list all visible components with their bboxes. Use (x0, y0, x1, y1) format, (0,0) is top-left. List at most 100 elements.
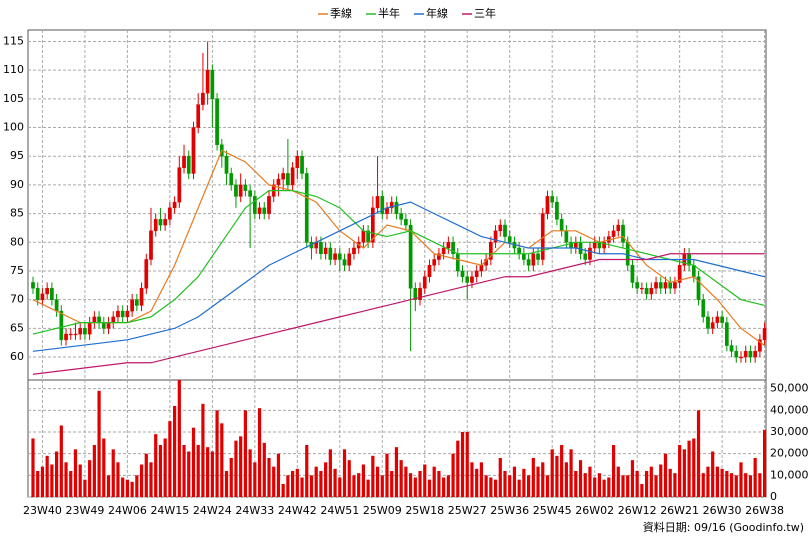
volume-bar (404, 466, 408, 497)
x-tick-label: 25W18 (405, 504, 444, 517)
candle-body (238, 184, 243, 197)
candle-body (649, 287, 654, 295)
volume-bar (83, 479, 87, 497)
volume-bar (583, 473, 587, 497)
volume-bar (229, 458, 233, 497)
candle-body (522, 253, 526, 260)
volume-bar (385, 453, 389, 497)
volume-bar (78, 464, 82, 497)
candle-body (758, 339, 762, 352)
candle-body (404, 219, 408, 226)
candle-body (97, 316, 101, 323)
volume-bar (380, 475, 384, 497)
volume-bar (342, 449, 347, 497)
candle-body (248, 190, 252, 197)
x-tick-label: 25W27 (448, 504, 487, 517)
legend-label: 年線 (426, 6, 448, 20)
candle-body (234, 184, 238, 197)
x-tick-label: 24W24 (193, 504, 232, 517)
candle-body (630, 264, 635, 283)
candle-body (83, 328, 87, 335)
candle-body (460, 270, 465, 277)
volume-bar (744, 473, 748, 497)
candle-body (361, 230, 366, 243)
candle-body (120, 310, 125, 318)
candle-body (389, 201, 394, 209)
volume-bar (291, 471, 295, 497)
volume-bar (527, 475, 531, 497)
candle-body (276, 178, 281, 186)
volume-bar (564, 462, 568, 497)
volume-bar (545, 475, 550, 497)
volume-bar (470, 462, 474, 497)
volume-bar (168, 421, 172, 497)
candle-body (625, 242, 630, 266)
candle-body (545, 196, 550, 214)
volume-tick-label: 0 (770, 490, 777, 503)
volume-bar (555, 455, 559, 497)
volume-bar (234, 440, 238, 497)
volume-bar (626, 475, 630, 497)
ma-line (32, 201, 765, 352)
volume-bar (692, 438, 696, 497)
candle-body (507, 236, 512, 243)
volume-bar (541, 462, 545, 497)
volume-bar (314, 466, 318, 497)
x-tick-label: 24W42 (278, 504, 317, 517)
candle-body (663, 282, 668, 289)
volume-bar (309, 475, 314, 497)
candle-body (739, 356, 743, 359)
candle-body (168, 207, 172, 220)
volume-bar (357, 473, 361, 497)
candle-body (640, 287, 644, 290)
candle-body (139, 287, 144, 306)
volume-bar (158, 445, 163, 497)
candle-body (517, 247, 522, 255)
candle-body (144, 259, 149, 289)
candle-body (706, 316, 710, 329)
volume-bar (173, 406, 177, 497)
volume-bar (88, 460, 92, 497)
volume-bar (201, 403, 205, 497)
volume-bar (253, 462, 257, 497)
candle-body (40, 293, 45, 300)
ma-line (32, 253, 765, 375)
volume-bar (734, 475, 738, 497)
volume-bar (418, 471, 422, 497)
candle-body (715, 316, 720, 323)
volume-bar (640, 484, 644, 497)
volume-bar (224, 471, 229, 497)
volume-bar (36, 471, 40, 497)
volume-bar (475, 468, 479, 497)
candle-body (621, 224, 625, 243)
volume-bar (116, 462, 120, 497)
volume-bar (248, 449, 252, 497)
x-tick-label: 25W45 (533, 504, 572, 517)
candle-body (224, 155, 229, 174)
volume-bar (616, 466, 620, 497)
x-tick-label: 26W30 (703, 504, 742, 517)
candle-body (304, 173, 309, 243)
candle-body (555, 201, 559, 220)
volume-bar (593, 477, 597, 497)
volume-bar (597, 473, 601, 497)
volume-bar (31, 438, 35, 497)
candle-body (710, 322, 715, 329)
candle-body (493, 230, 498, 243)
y-tick-label: 80 (10, 235, 24, 248)
candle-body (78, 328, 83, 335)
volume-bar (493, 479, 498, 497)
volume-bar (319, 471, 323, 497)
volume-bar (522, 468, 526, 497)
volume-bar (130, 481, 134, 497)
candle-body (488, 242, 493, 260)
volume-bar (489, 477, 493, 497)
volume-bar (371, 455, 375, 497)
legend-label: 半年 (378, 6, 400, 20)
candle-body (262, 207, 267, 214)
volume-bar (758, 473, 762, 497)
candle-body (59, 310, 64, 341)
candle-body (654, 282, 658, 289)
volume-bar (338, 477, 342, 497)
volume-bar (196, 445, 200, 497)
